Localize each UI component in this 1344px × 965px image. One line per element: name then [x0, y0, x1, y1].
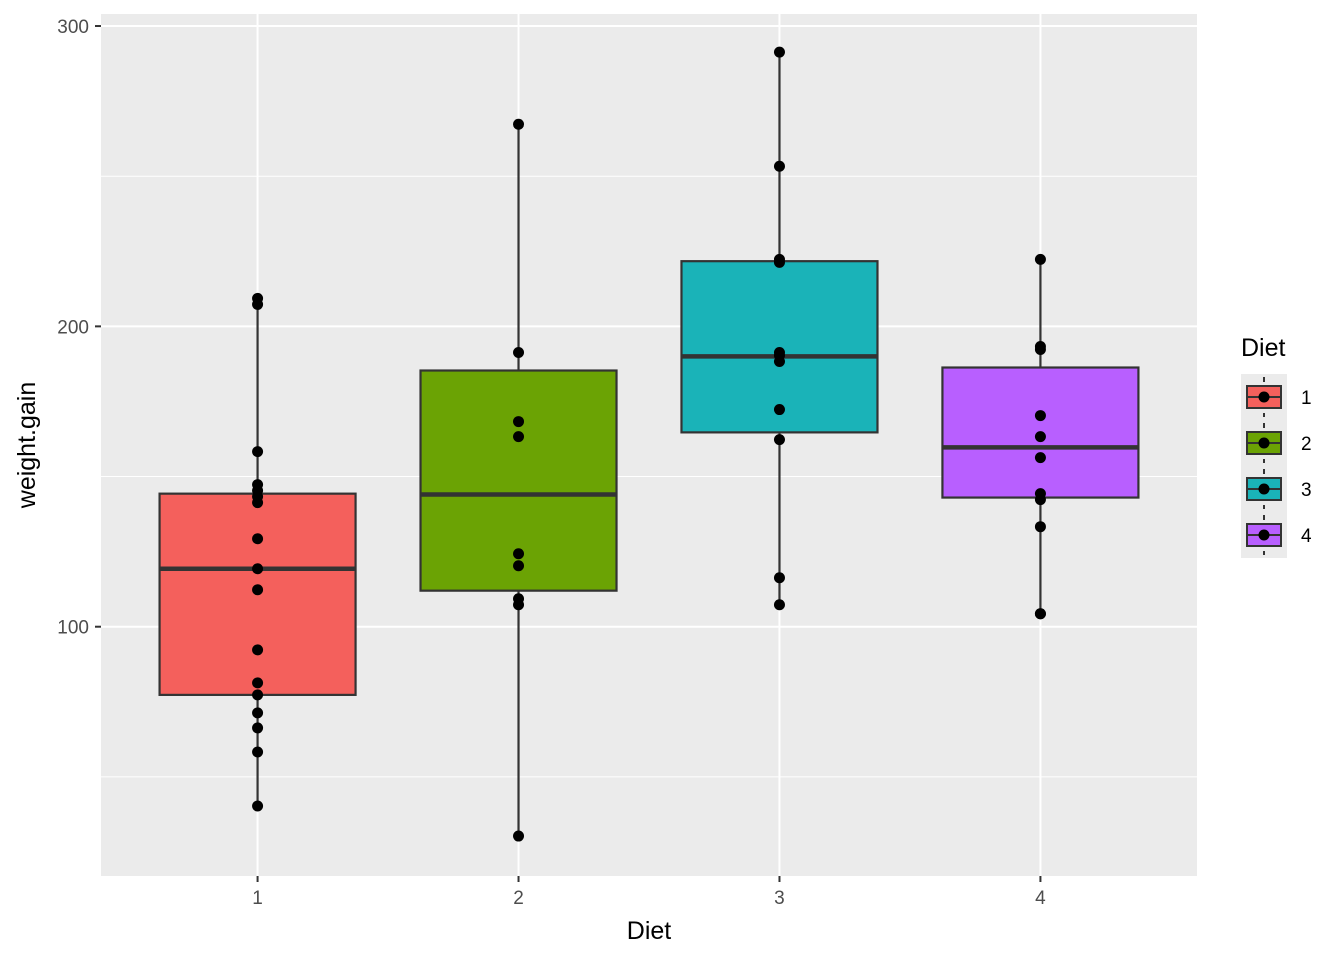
- data-point: [1034, 521, 1046, 533]
- data-point: [1034, 608, 1046, 620]
- data-point: [773, 46, 785, 58]
- data-point: [252, 584, 264, 596]
- legend-point: [1258, 529, 1270, 541]
- data-point: [252, 533, 264, 545]
- data-point: [773, 356, 785, 368]
- data-point: [773, 572, 785, 584]
- legend-label: 3: [1301, 480, 1312, 501]
- data-point: [252, 800, 264, 812]
- data-point: [252, 298, 264, 310]
- box-diet-3: [680, 260, 879, 434]
- data-point: [513, 830, 525, 842]
- legend-label: 4: [1301, 526, 1312, 547]
- data-point: [1034, 410, 1046, 422]
- x-tick-label: 2: [513, 888, 524, 909]
- data-point: [1034, 343, 1046, 355]
- data-point: [1034, 431, 1046, 443]
- data-point: [1034, 494, 1046, 506]
- data-point: [252, 746, 264, 758]
- data-point: [252, 497, 264, 509]
- data-point: [773, 434, 785, 446]
- data-point: [773, 160, 785, 172]
- data-point: [252, 689, 264, 701]
- data-point: [252, 644, 264, 656]
- y-axis-label: weight.gain: [13, 382, 41, 509]
- data-point: [773, 599, 785, 611]
- data-point: [252, 563, 264, 575]
- legend-title: Diet: [1241, 334, 1286, 362]
- legend-label: 2: [1301, 434, 1312, 455]
- legend-label: 1: [1301, 388, 1312, 409]
- data-point: [513, 548, 525, 560]
- data-point: [513, 599, 525, 611]
- data-point: [513, 118, 525, 130]
- data-point: [773, 404, 785, 416]
- data-point: [1034, 253, 1046, 265]
- data-point: [773, 256, 785, 268]
- x-tick-label: 3: [774, 888, 785, 909]
- data-point: [252, 446, 264, 458]
- data-point: [513, 431, 525, 443]
- legend-point: [1258, 483, 1270, 495]
- data-point: [252, 722, 264, 734]
- legend-point: [1258, 391, 1270, 403]
- legend-point: [1258, 437, 1270, 449]
- data-point: [1034, 452, 1046, 464]
- data-point: [513, 560, 525, 572]
- x-tick-label: 4: [1035, 888, 1046, 909]
- x-axis-label: Diet: [627, 917, 672, 945]
- y-tick-label: 200: [57, 317, 89, 338]
- data-point: [513, 346, 525, 358]
- data-point: [252, 677, 264, 689]
- y-tick-label: 100: [57, 618, 89, 639]
- y-tick-label: 300: [57, 17, 89, 38]
- x-tick-label: 1: [252, 888, 263, 909]
- data-point: [513, 416, 525, 428]
- data-point: [252, 707, 264, 719]
